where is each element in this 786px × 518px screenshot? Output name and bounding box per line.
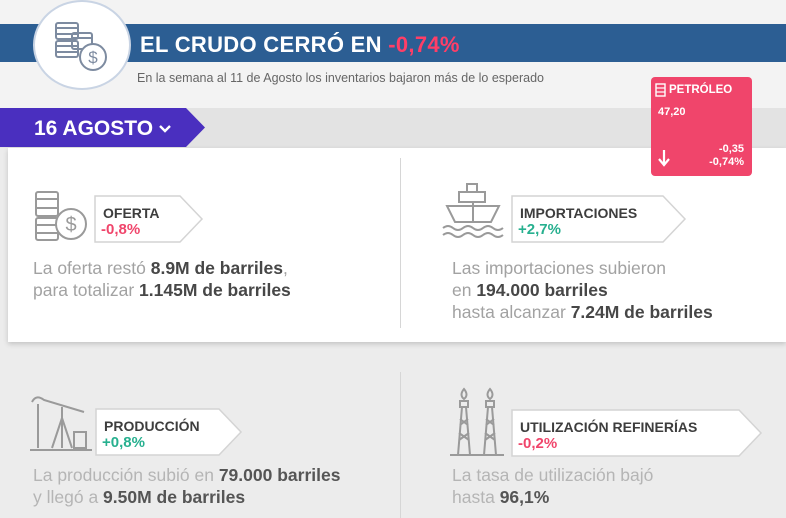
card-label: IMPORTACIONES <box>520 205 638 221</box>
divider <box>400 158 401 328</box>
desc-text: La producción subió en <box>33 465 219 485</box>
desc-strong: 194.000 barriles <box>476 280 608 300</box>
chevron-down-icon <box>159 125 171 133</box>
ticker-change-pct: -0,74% <box>709 156 744 168</box>
card-label: PRODUCCIÓN <box>104 418 200 434</box>
card-label: UTILIZACIÓN REFINERÍAS <box>520 419 698 435</box>
divider <box>400 372 401 518</box>
desc-strong: 96,1% <box>499 487 550 507</box>
ticker-name: PETRÓLEO <box>655 83 732 97</box>
date-tab-text: 16 AGOSTO <box>34 117 154 140</box>
desc-strong: 8.9M de barriles <box>150 258 284 278</box>
card-value: +2,7% <box>518 221 561 238</box>
card-value: +0,8% <box>102 434 145 451</box>
desc-line: La oferta restó 8.9M de barriles, <box>33 257 291 279</box>
desc-text: en <box>452 280 477 300</box>
desc-text: hasta <box>452 487 500 507</box>
card-desc-oferta: La oferta restó 8.9M de barriles, para t… <box>33 257 291 301</box>
desc-line: hasta 96,1% <box>452 486 653 508</box>
card-desc-importaciones: Las importaciones subieron en 194.000 ba… <box>452 257 713 323</box>
oil-pump-icon <box>30 396 92 451</box>
svg-text:$: $ <box>65 214 76 236</box>
desc-strong: 1.145M de barriles <box>139 280 291 300</box>
card-label: OFERTA <box>103 205 160 221</box>
top-band <box>0 0 786 24</box>
desc-text: y llegó a <box>33 487 104 507</box>
desc-line: Las importaciones subieron <box>452 257 713 279</box>
card-value: -0,2% <box>518 435 558 452</box>
ticker-change: -0,35 -0,74% <box>709 143 744 169</box>
desc-text: La tasa de utilización bajó <box>452 465 654 485</box>
card-desc-produccion: La producción subió en 79.000 barriles y… <box>33 464 340 508</box>
desc-text: La oferta restó <box>33 258 151 278</box>
badge-shape <box>511 409 763 457</box>
refinery-towers-icon <box>450 387 504 456</box>
card-desc-utilizacion: La tasa de utilización bajó hasta 96,1% <box>452 464 653 508</box>
svg-text:$: $ <box>88 48 98 67</box>
title-text: EL CRUDO CERRÓ EN <box>140 32 389 57</box>
date-tab-label[interactable]: 16 AGOSTO <box>34 117 171 141</box>
page-title: EL CRUDO CERRÓ EN -0,74% <box>140 32 460 58</box>
desc-strong: 9.50M de barriles <box>103 487 246 507</box>
badge-shape <box>511 195 687 243</box>
desc-text: para totalizar <box>33 280 140 300</box>
desc-strong: 7.24M de barriles <box>570 302 713 322</box>
badge-shape <box>95 408 243 456</box>
desc-line: en 194.000 barriles <box>452 279 713 301</box>
title-bar <box>0 24 786 62</box>
stats-panel-top <box>8 148 786 342</box>
barrels-dollar-icon: $ <box>35 191 87 241</box>
card-badge-oferta: OFERTA -0,8% <box>94 195 204 243</box>
barrel-icon <box>655 83 666 97</box>
card-value: -0,8% <box>101 221 141 238</box>
date-tab[interactable] <box>0 108 205 147</box>
page-subtitle: En la semana al 11 de Agosto los inventa… <box>137 71 544 85</box>
badge-shape <box>94 195 204 243</box>
desc-line: La tasa de utilización bajó <box>452 464 653 486</box>
logo: $ <box>33 0 131 90</box>
card-badge-produccion: PRODUCCIÓN +0,8% <box>95 408 243 456</box>
desc-text: , <box>283 258 288 278</box>
desc-line: para totalizar 1.145M de barriles <box>33 279 291 301</box>
title-change: -0,74% <box>388 32 460 57</box>
desc-line: y llegó a 9.50M de barriles <box>33 486 340 508</box>
desc-text: Las importaciones subieron <box>452 258 667 278</box>
ticker-card[interactable]: PETRÓLEO 47,20 -0,35 -0,74% <box>651 77 752 176</box>
desc-text: hasta alcanzar <box>452 302 571 322</box>
barrels-dollar-icon: $ <box>55 22 107 71</box>
desc-line: La producción subió en 79.000 barriles <box>33 464 340 486</box>
ship-icon <box>442 183 504 238</box>
card-badge-importaciones: IMPORTACIONES +2,7% <box>511 195 687 243</box>
card-badge-utilizacion: UTILIZACIÓN REFINERÍAS -0,2% <box>511 409 763 457</box>
desc-strong: 79.000 barriles <box>218 465 341 485</box>
ticker-change-abs: -0,35 <box>718 143 744 155</box>
ticker-price: 47,20 <box>658 106 686 118</box>
ticker-name-text: PETRÓLEO <box>669 84 733 96</box>
desc-line: hasta alcanzar 7.24M de barriles <box>452 301 713 323</box>
arrow-down-icon <box>658 150 670 167</box>
